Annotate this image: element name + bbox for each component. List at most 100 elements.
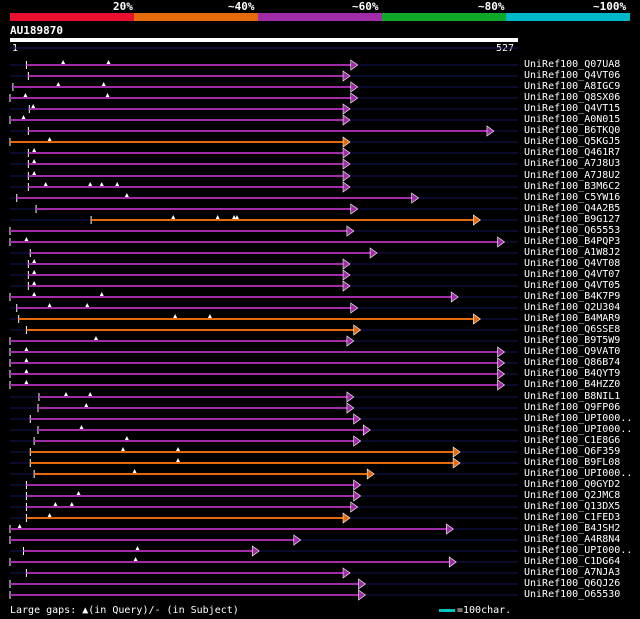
scale-key-label: =100char.	[457, 605, 512, 616]
query-gap-marker	[24, 369, 29, 373]
hit-label[interactable]: UniRef100_Q07UA8	[524, 59, 621, 70]
hit-arrow	[497, 236, 506, 248]
hit-label[interactable]: UniRef100_C1DG64	[524, 556, 621, 567]
query-gap-marker	[135, 546, 140, 550]
query-gap-marker	[133, 557, 138, 561]
hit-label[interactable]: UniRef100_B4QYT9	[524, 368, 621, 379]
hit-label[interactable]: UniRef100_Q0GYD2	[524, 479, 621, 490]
hit-arrow	[473, 214, 481, 226]
query-gap-marker	[24, 358, 29, 362]
hit-arrow	[350, 501, 359, 513]
hit-arrow	[346, 335, 355, 347]
hit-label[interactable]: UniRef100_Q4VT06	[524, 70, 621, 81]
query-gap-marker	[24, 380, 29, 384]
hit-label[interactable]: UniRef100_Q86B74	[524, 357, 621, 368]
query-gap-marker	[79, 425, 84, 429]
query-gap-marker	[120, 447, 125, 451]
hit-label[interactable]: UniRef100_C1FED3	[524, 512, 621, 523]
query-gap-marker	[173, 314, 178, 318]
hit-label[interactable]: UniRef100_B4JSH2	[524, 523, 621, 534]
hit-label[interactable]: UniRef100_Q461R7	[524, 147, 621, 158]
hit-label[interactable]: UniRef100_A0N015	[524, 114, 621, 125]
hit-arrow	[251, 545, 260, 557]
query-gap-marker	[31, 104, 36, 108]
hit-arrow	[342, 170, 351, 182]
hit-label[interactable]: UniRef100_B8NIL1	[524, 391, 621, 402]
hit-label[interactable]: UniRef100_B4K7P9	[524, 291, 621, 302]
hit-arrow	[358, 589, 366, 601]
hit-label[interactable]: UniRef100_UPI000..	[524, 424, 633, 435]
hit-label[interactable]: UniRef100_B9T5W9	[524, 335, 621, 346]
hit-label[interactable]: UniRef100_B4HZZ0	[524, 379, 621, 390]
query-gap-marker	[88, 182, 93, 186]
scale-key: =100char.	[439, 605, 511, 616]
hit-label[interactable]: UniRef100_Q4VT07	[524, 269, 621, 280]
hit-label[interactable]: UniRef100_A4R8N4	[524, 534, 621, 545]
hit-arrow	[358, 578, 366, 590]
hit-label[interactable]: UniRef100_B9G127	[524, 214, 621, 225]
query-gap-marker	[84, 403, 89, 407]
hit-label[interactable]: UniRef100_C5YW16	[524, 192, 621, 203]
query-gap-marker	[43, 182, 48, 186]
hit-label[interactable]: UniRef100_Q4VT15	[524, 103, 621, 114]
hit-arrow	[353, 413, 362, 425]
hit-label[interactable]: UniRef100_Q9VAT0	[524, 346, 621, 357]
hit-label[interactable]: UniRef100_Q2U304	[524, 302, 621, 313]
query-bar	[10, 38, 518, 42]
hit-label[interactable]: UniRef100_C1E8G6	[524, 435, 621, 446]
query-gap-marker	[132, 469, 137, 473]
hit-label[interactable]: UniRef100_A7NJA3	[524, 567, 621, 578]
hit-arrow	[353, 435, 362, 447]
query-gap-marker	[176, 447, 181, 451]
hit-arrow	[350, 59, 359, 71]
hit-arrow	[497, 379, 506, 391]
identity-label-100: ~100%	[593, 0, 627, 13]
hit-arrow	[353, 324, 362, 336]
hit-label[interactable]: UniRef100_O65530	[524, 589, 621, 600]
query-gap-marker	[99, 182, 104, 186]
hit-label[interactable]: UniRef100_B4MAR9	[524, 313, 621, 324]
hit-arrow	[452, 446, 461, 458]
hit-label[interactable]: UniRef100_Q5KGJ5	[524, 136, 621, 147]
identity-color-40	[134, 13, 258, 21]
hit-arrow	[411, 192, 420, 204]
hit-label[interactable]: UniRef100_B3M6C2	[524, 181, 621, 192]
hit-label[interactable]: UniRef100_Q65553	[524, 225, 621, 236]
hit-label[interactable]: UniRef100_Q4VT08	[524, 258, 621, 269]
hit-arrow	[363, 424, 371, 436]
hit-arrow	[342, 103, 351, 115]
hit-label[interactable]: UniRef100_Q8SX06	[524, 92, 621, 103]
hit-arrow	[497, 346, 506, 358]
hit-label[interactable]: UniRef100_Q4VT05	[524, 280, 621, 291]
hit-label[interactable]: UniRef100_A8IGC9	[524, 81, 621, 92]
hit-label[interactable]: UniRef100_A1W8J2	[524, 247, 621, 258]
identity-color-100	[506, 13, 630, 21]
query-gap-marker	[69, 502, 74, 506]
hit-label[interactable]: UniRef100_A7J8U3	[524, 158, 621, 169]
hit-label[interactable]: UniRef100_Q4A2B5	[524, 203, 621, 214]
hit-label[interactable]: UniRef100_UPI000..	[524, 545, 633, 556]
hit-label[interactable]: UniRef100_UPI000..	[524, 413, 633, 424]
hit-arrow	[473, 313, 481, 325]
hit-arrow	[342, 136, 351, 148]
query-gap-marker	[105, 93, 110, 97]
hit-label[interactable]: UniRef100_Q9FP06	[524, 402, 621, 413]
hit-label[interactable]: UniRef100_Q6F359	[524, 446, 621, 457]
identity-color-20	[10, 13, 134, 21]
hit-arrow	[486, 125, 495, 137]
query-gap-marker	[24, 347, 29, 351]
query-gap-marker	[176, 458, 181, 462]
hit-label[interactable]: UniRef100_Q6QJ26	[524, 578, 621, 589]
hit-arrow	[369, 247, 378, 259]
hit-label[interactable]: UniRef100_A7J8U2	[524, 170, 621, 181]
hit-label[interactable]: UniRef100_B9FL08	[524, 457, 621, 468]
hit-label[interactable]: UniRef100_Q13DX5	[524, 501, 621, 512]
hit-label[interactable]: UniRef100_B6TKQ0	[524, 125, 621, 136]
hit-label[interactable]: UniRef100_Q6SSE8	[524, 324, 621, 335]
hit-label[interactable]: UniRef100_B4PQP3	[524, 236, 621, 247]
hit-label[interactable]: UniRef100_Q2JMC8	[524, 490, 621, 501]
query-gap-marker	[101, 82, 106, 86]
hit-arrow	[342, 512, 351, 524]
query-gap-marker	[106, 60, 111, 64]
hit-label[interactable]: UniRef100_UPI000..	[524, 468, 633, 479]
